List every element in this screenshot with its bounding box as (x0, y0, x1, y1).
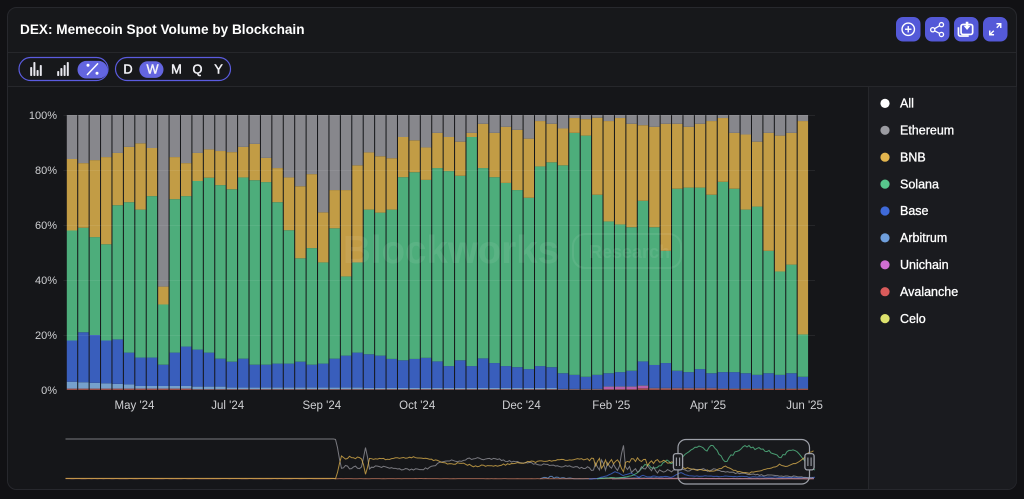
svg-text:Base: Base (900, 204, 929, 218)
svg-text:Solana: Solana (900, 177, 939, 191)
svg-text:80%: 80% (35, 165, 57, 177)
svg-text:Feb '25: Feb '25 (592, 400, 630, 412)
svg-text:Celo: Celo (900, 312, 926, 326)
svg-text:BNB: BNB (900, 150, 926, 164)
svg-text:Avalanche: Avalanche (900, 285, 958, 299)
svg-text:Sep '24: Sep '24 (302, 400, 341, 412)
svg-text:Arbitrum: Arbitrum (900, 231, 947, 245)
svg-text:DEX: Memecoin Spot Volume by B: DEX: Memecoin Spot Volume by Blockchain (20, 22, 305, 37)
svg-text:Q: Q (193, 62, 203, 77)
svg-text:Jun '25: Jun '25 (786, 400, 823, 412)
svg-text:Ethereum: Ethereum (900, 124, 954, 138)
svg-text:20%: 20% (35, 330, 57, 342)
svg-text:Apr '25: Apr '25 (690, 400, 726, 412)
svg-text:D: D (123, 62, 132, 77)
svg-text:40%: 40% (35, 275, 57, 287)
svg-text:Unichain: Unichain (900, 258, 949, 272)
svg-text:Jul '24: Jul '24 (211, 400, 244, 412)
svg-text:Y: Y (214, 62, 223, 77)
svg-text:Dec '24: Dec '24 (502, 400, 541, 412)
svg-text:Blockworks: Blockworks (343, 229, 559, 272)
svg-text:Research: Research (589, 242, 670, 262)
svg-text:May '24: May '24 (115, 400, 156, 412)
svg-text:Oct '24: Oct '24 (399, 400, 436, 412)
svg-text:60%: 60% (35, 220, 57, 232)
svg-text:0%: 0% (41, 385, 57, 397)
svg-text:100%: 100% (29, 110, 57, 122)
svg-text:W: W (146, 62, 159, 77)
svg-text:All: All (900, 97, 914, 111)
svg-text:M: M (171, 62, 182, 77)
